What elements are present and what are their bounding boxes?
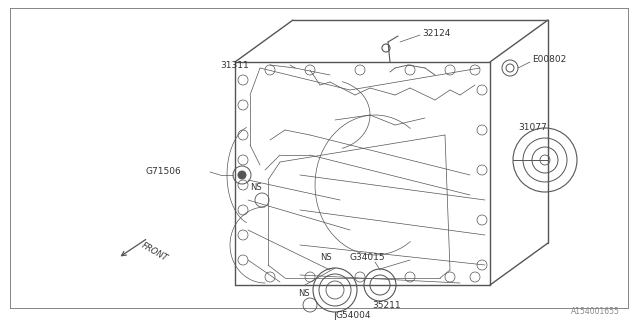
Text: 31077: 31077 bbox=[518, 124, 547, 132]
Text: G54004: G54004 bbox=[335, 311, 371, 320]
Text: 35211: 35211 bbox=[372, 301, 401, 310]
Text: E00802: E00802 bbox=[532, 55, 566, 65]
Text: 31311: 31311 bbox=[220, 60, 249, 69]
Circle shape bbox=[238, 171, 246, 179]
Text: A154001655: A154001655 bbox=[571, 308, 620, 316]
Text: FRONT: FRONT bbox=[140, 241, 170, 263]
Text: G34015: G34015 bbox=[350, 253, 386, 262]
Text: NS: NS bbox=[250, 183, 262, 193]
Text: NS: NS bbox=[320, 253, 332, 262]
Text: NS: NS bbox=[298, 289, 310, 298]
Text: 32124: 32124 bbox=[422, 29, 451, 38]
Text: G71506: G71506 bbox=[145, 167, 180, 177]
